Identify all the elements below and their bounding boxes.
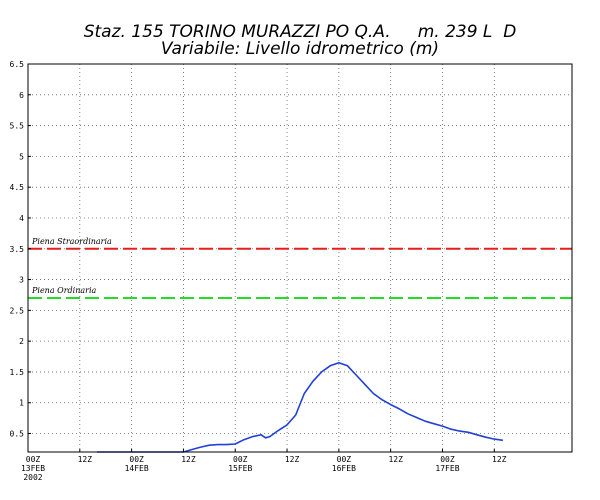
y-tick-label: 1 <box>19 399 24 408</box>
axis-ticks: 0.511.522.533.544.555.566.500Z13FEB20021… <box>10 60 507 482</box>
y-tick-label: 1.5 <box>10 368 25 377</box>
x-tick-label: 14FEB <box>125 464 149 473</box>
x-tick-label: 13FEB <box>21 464 45 473</box>
x-tick-label: 00Z <box>129 455 144 464</box>
x-tick-label: 17FEB <box>435 464 459 473</box>
x-tick-label: 12Z <box>388 455 403 464</box>
x-tick-label: 12Z <box>181 455 196 464</box>
y-tick-label: 3.5 <box>10 245 25 254</box>
x-tick-label: 00Z <box>440 455 455 464</box>
y-tick-label: 5.5 <box>10 122 25 131</box>
x-tick-label: 12Z <box>78 455 93 464</box>
y-tick-label: 4 <box>19 214 24 223</box>
x-tick-label: 00Z <box>337 455 352 464</box>
y-tick-label: 2.5 <box>10 306 25 315</box>
series-lines <box>97 361 504 453</box>
y-tick-label: 4.5 <box>10 183 25 192</box>
x-tick-label: 00Z <box>233 455 248 464</box>
y-tick-label: 6 <box>19 91 24 100</box>
chart-subtitle: Variabile: Livello idrometrico (m) <box>161 39 439 59</box>
series-line <box>97 361 504 453</box>
x-tick-label: 12Z <box>492 455 507 464</box>
grid-lines <box>28 64 572 452</box>
chart-title: Staz. 155 TORINO MURAZZI PO Q.A. m. 239 … <box>84 22 517 42</box>
reference-line-label: Piena Straordinaria <box>31 237 112 246</box>
y-tick-label: 2 <box>19 337 24 346</box>
y-tick-label: 5 <box>19 152 24 161</box>
x-tick-label: 16FEB <box>332 464 356 473</box>
plot-frame <box>27 63 573 453</box>
x-tick-label: 12Z <box>285 455 300 464</box>
x-tick-label: 2002 <box>23 473 42 482</box>
x-tick-label: 15FEB <box>228 464 252 473</box>
reference-lines: Piena Straordinaria Piena Ordinaria <box>28 237 572 300</box>
y-tick-label: 3 <box>19 276 24 285</box>
y-tick-label: 6.5 <box>10 60 25 69</box>
reference-line-label: Piena Ordinaria <box>31 286 97 295</box>
y-tick-label: 0.5 <box>10 430 25 439</box>
x-tick-label: 00Z <box>26 455 41 464</box>
